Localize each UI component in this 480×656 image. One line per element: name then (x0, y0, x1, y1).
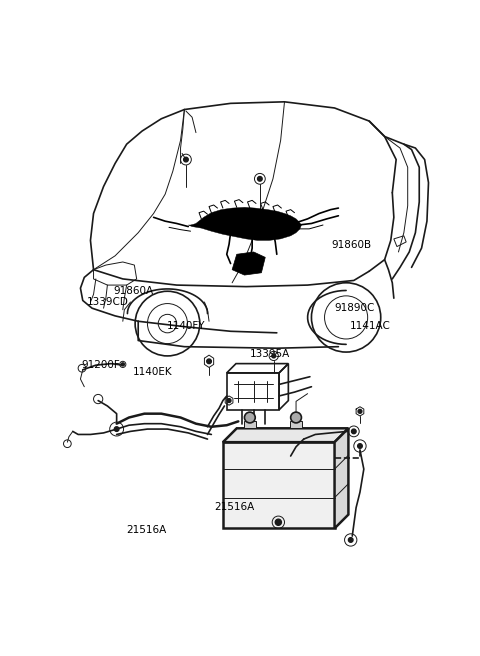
Circle shape (272, 354, 276, 358)
Text: 21516A: 21516A (215, 502, 255, 512)
Circle shape (244, 412, 255, 423)
Circle shape (275, 519, 281, 525)
Polygon shape (188, 207, 301, 240)
Text: 91890C: 91890C (335, 302, 375, 312)
Text: 21516A: 21516A (126, 525, 166, 535)
Circle shape (184, 157, 188, 162)
Text: 1140FY: 1140FY (167, 321, 205, 331)
Text: 1141AC: 1141AC (349, 321, 390, 331)
Circle shape (227, 399, 231, 403)
Bar (244, 420, 256, 428)
Circle shape (207, 359, 211, 363)
Bar (290, 420, 302, 428)
Bar (227, 373, 279, 410)
Circle shape (358, 409, 362, 413)
Text: 91860B: 91860B (331, 240, 371, 251)
Circle shape (114, 427, 119, 432)
Circle shape (291, 412, 301, 423)
Polygon shape (335, 428, 348, 528)
Text: 91860A: 91860A (113, 286, 153, 296)
Text: 13395A: 13395A (250, 349, 290, 359)
Bar (223, 442, 335, 528)
Polygon shape (223, 428, 348, 442)
Polygon shape (232, 252, 265, 275)
Circle shape (348, 538, 353, 543)
Circle shape (121, 363, 124, 366)
Circle shape (258, 176, 262, 181)
Circle shape (358, 443, 362, 448)
Text: 1339CD: 1339CD (86, 297, 128, 308)
Text: 1140EK: 1140EK (133, 367, 173, 377)
Text: 91200F: 91200F (82, 360, 120, 370)
Circle shape (351, 429, 356, 434)
